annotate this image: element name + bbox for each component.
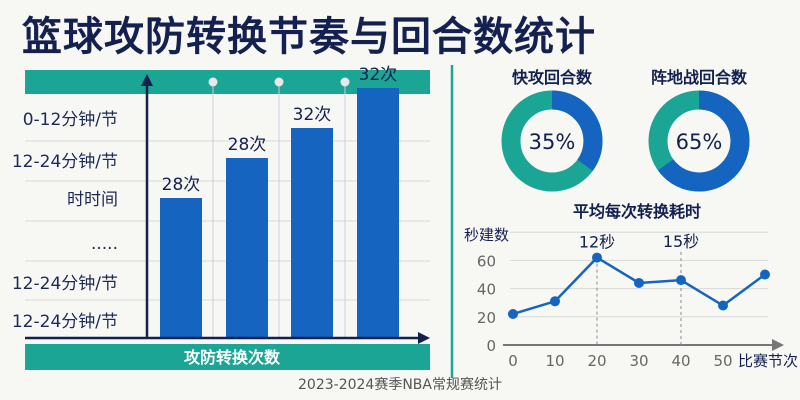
y-tick-label: 20 (477, 309, 496, 327)
annotation-label: 12秒 (579, 233, 615, 252)
x-axis-arrow-icon (772, 339, 784, 351)
x-tick-label: 50 (713, 352, 732, 370)
donut-segment-value (648, 90, 750, 192)
x-axis-label: 攻防转换次数 (184, 348, 281, 367)
bar-data-label: 32次 (293, 105, 332, 125)
line-point (634, 277, 644, 288)
line-chart-title: 平均每次转换耗时 (573, 202, 701, 221)
row-label: 12-24分钟/节 (12, 274, 118, 294)
bar-data-label: 28次 (162, 175, 201, 195)
bar (226, 158, 268, 338)
y-axis-label: 秒建数 (464, 226, 509, 244)
line-point (508, 308, 518, 319)
donut-title: 阵地战回合数 (651, 68, 748, 87)
bar-data-label: 32次 (359, 65, 398, 85)
y-axis-arrow-icon (141, 74, 153, 86)
x-tick-label: 0 (508, 352, 518, 370)
x-tick-label: 40 (671, 352, 690, 370)
donut-center-label: 65% (676, 130, 723, 154)
donut-segment-value (501, 90, 603, 192)
bottom-band (25, 344, 430, 370)
line-point (676, 275, 686, 286)
bar (357, 88, 399, 338)
x-axis-arrow-icon (418, 332, 430, 344)
x-tick-label: 10 (545, 352, 564, 370)
row-label: 12-24分钟/节 (12, 312, 118, 332)
guide-dot (208, 77, 218, 87)
y-tick-label: 0 (486, 337, 496, 355)
x-axis-label: 比赛节次 (738, 352, 798, 370)
annotation-label: 15秒 (663, 232, 699, 251)
footer-source: 2023-2024赛季NBA常规赛统计 (298, 377, 502, 393)
row-label: ..... (91, 234, 118, 254)
bar-data-label: 28次 (228, 135, 267, 155)
line-point (592, 252, 602, 263)
guide-dot (274, 77, 284, 87)
donut-title: 快攻回合数 (512, 68, 593, 87)
row-label: 12-24分钟/节 (12, 152, 118, 172)
donut-center-label: 35% (529, 130, 576, 154)
x-tick-label: 20 (587, 352, 606, 370)
bar (291, 128, 333, 338)
page-title: 篮球攻防转换节奏与回合数统计 (22, 14, 596, 60)
line-point (718, 300, 728, 311)
row-label: 0-12分钟/节 (23, 110, 118, 130)
line-point (760, 269, 770, 280)
bar (160, 198, 202, 338)
line-point (550, 296, 560, 307)
y-tick-label: 40 (477, 281, 496, 299)
row-label: 时时间 (67, 190, 118, 210)
guide-dot (340, 77, 350, 87)
x-tick-label: 30 (629, 352, 648, 370)
y-tick-label: 60 (477, 252, 496, 270)
